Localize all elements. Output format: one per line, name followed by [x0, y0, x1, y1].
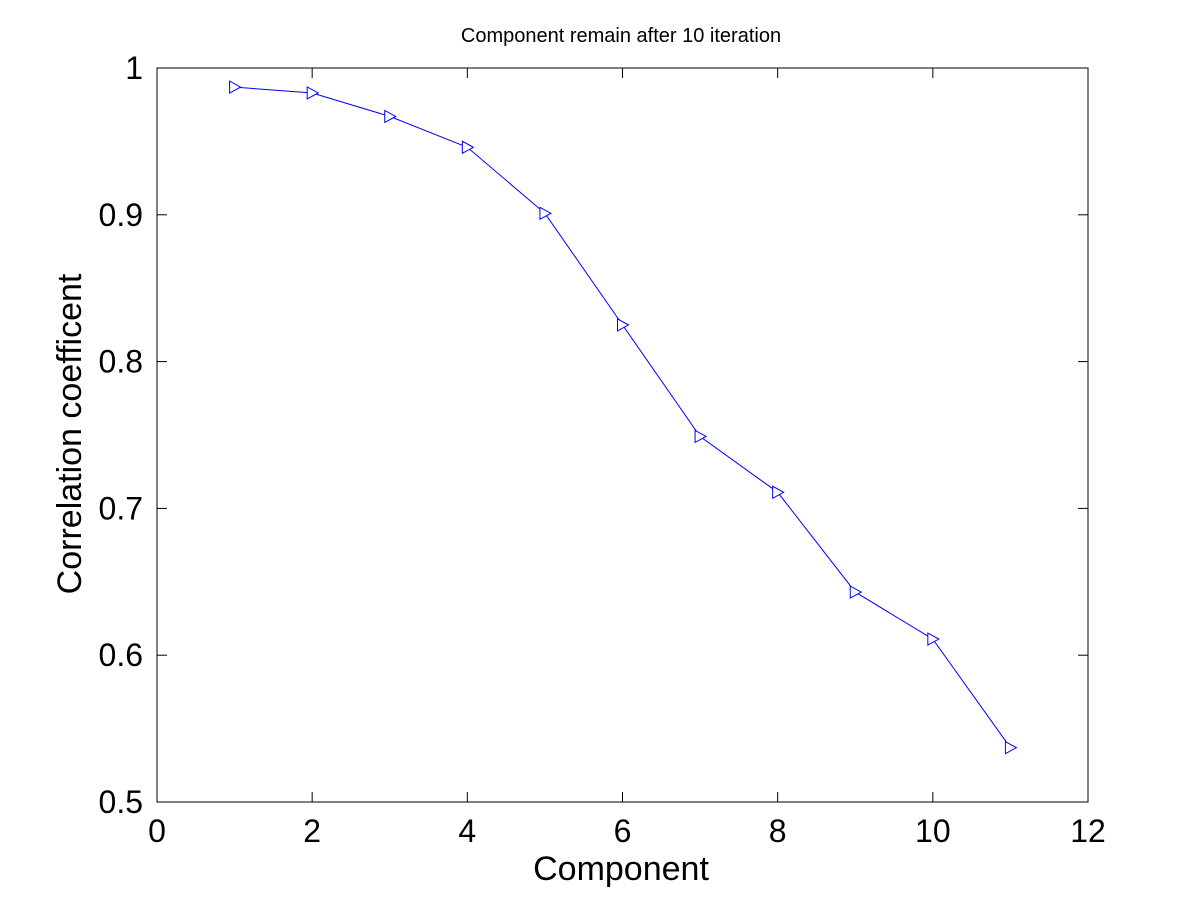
x-tick-label: 4 [458, 813, 476, 849]
x-tick-label: 10 [915, 813, 951, 849]
x-tick-label: 2 [303, 813, 321, 849]
data-point-marker [539, 206, 552, 221]
data-point-marker [772, 485, 785, 500]
data-point-marker [927, 632, 940, 646]
x-tick-label: 6 [614, 813, 632, 849]
data-point-marker [617, 318, 630, 332]
x-tick-label: 12 [1070, 813, 1106, 849]
y-tick-label: 1 [125, 50, 143, 86]
y-tick-label: 0.9 [99, 197, 143, 233]
y-tick-label: 0.5 [99, 784, 143, 820]
chart-title: Component remain after 10 iteration [461, 25, 781, 47]
data-point-marker [694, 429, 708, 444]
data-series [229, 80, 1018, 755]
data-point-marker [384, 109, 397, 124]
y-tick-label: 0.7 [99, 490, 143, 526]
x-tick-label: 0 [148, 813, 166, 849]
data-point-marker [306, 86, 320, 100]
y-axis-label: Correlation coefficent [51, 273, 89, 594]
plot-area-frame [156, 67, 1089, 803]
data-point-marker [1004, 740, 1018, 755]
data-point-marker [461, 140, 475, 155]
data-point-marker [849, 585, 863, 599]
x-tick-label: 8 [769, 813, 787, 849]
y-tick-label: 0.8 [99, 344, 143, 380]
y-tick-label: 0.6 [99, 637, 143, 673]
data-point-marker [229, 80, 242, 94]
axis-tick-labels: 0 2 4 6 8 10 12 0.5 0.6 0.7 0.8 0.9 1 [99, 50, 1106, 849]
x-axis-label: Component [533, 850, 709, 888]
